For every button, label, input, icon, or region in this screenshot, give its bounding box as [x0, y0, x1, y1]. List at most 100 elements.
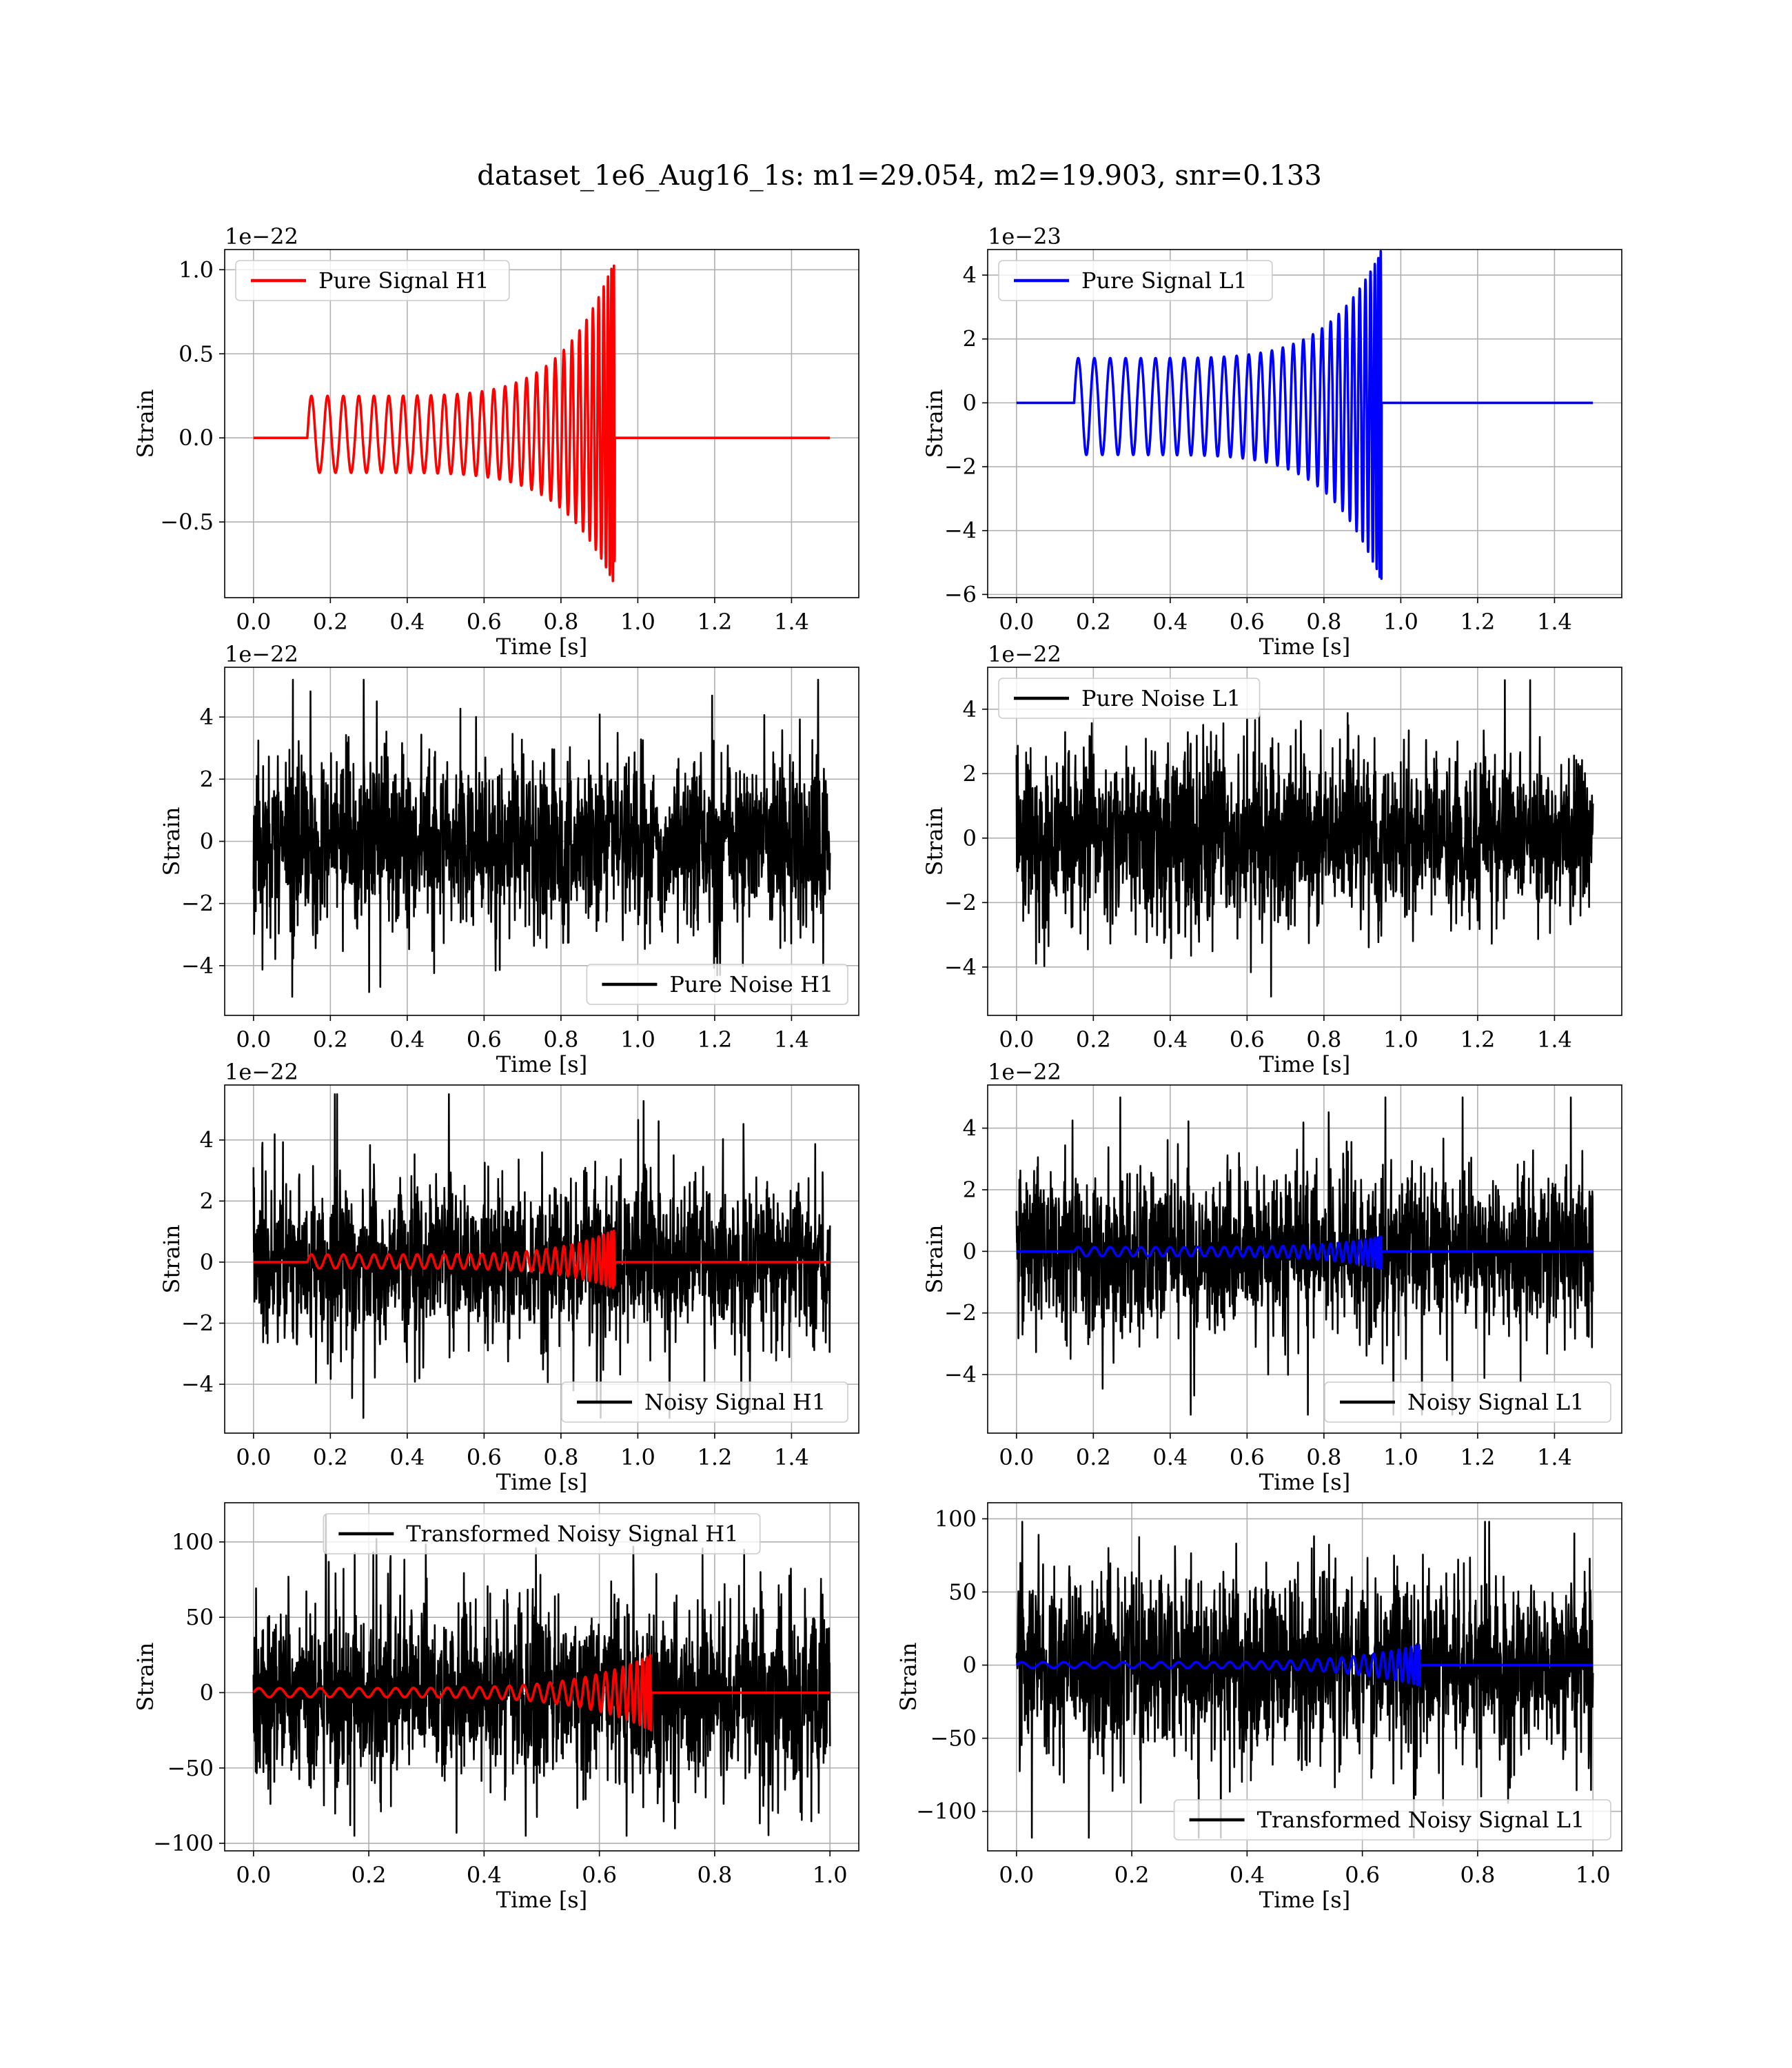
legend-box: [998, 678, 1261, 719]
legend-box: [998, 260, 1273, 301]
axes-frame: [987, 1084, 1622, 1434]
x-tick-label: 1.4: [774, 1026, 809, 1053]
x-tick-label: 0.4: [1230, 1862, 1265, 1888]
y-offset-text: 1e−22: [988, 641, 1061, 667]
x-tick-label: 0.0: [236, 1026, 271, 1053]
y-tick-label: 0: [200, 1679, 214, 1705]
axes-frame: [224, 249, 859, 598]
y-tick-label: −4: [944, 518, 977, 544]
x-tick-label: 1.0: [1383, 1026, 1418, 1053]
y-tick-label: −4: [181, 1371, 214, 1397]
x-tick-label: 1.4: [1537, 609, 1572, 635]
subplot-noisy-signal-h1: 0.0 0.2 0.4 0.6 0.8 1.0 1.2 1.4 −4 −2 0 2 4 Time [s] S…: [159, 1059, 859, 1495]
x-tick-label: 0.6: [467, 1026, 502, 1053]
legend-label: Transformed Noisy Signal L1: [1257, 1807, 1585, 1833]
y-tick-label: −2: [944, 1300, 977, 1326]
x-axis-label: Time [s]: [1259, 633, 1350, 660]
series-line-0: [1015, 1521, 1594, 1839]
y-axis-label: Strain: [922, 389, 948, 458]
legend-label: Pure Signal H1: [318, 267, 489, 294]
x-tick-label: 1.2: [1460, 1026, 1495, 1053]
x-tick-label: 0.4: [467, 1862, 502, 1888]
x-axis-label: Time [s]: [496, 1887, 587, 1913]
y-axis-label: Strain: [132, 1643, 159, 1712]
series-line-0: [1015, 1096, 1594, 1416]
legend-box: [586, 964, 848, 1005]
x-tick-label: 1.4: [774, 1444, 809, 1470]
x-tick-label: 1.0: [813, 1862, 848, 1888]
y-offset-text: 1e−22: [225, 1059, 298, 1085]
x-tick-label: 1.0: [620, 1026, 655, 1053]
x-tick-label: 1.0: [620, 609, 655, 635]
y-offset-text: 1e−22: [225, 641, 298, 667]
y-tick-label: −2: [944, 889, 977, 915]
y-tick-label: −50: [167, 1755, 214, 1781]
x-tick-label: 0.6: [1230, 609, 1265, 635]
x-tick-label: 0.2: [1076, 609, 1111, 635]
x-tick-label: 0.2: [352, 1862, 387, 1888]
x-tick-label: 0.8: [1460, 1862, 1495, 1888]
y-axis-label: Strain: [132, 389, 159, 458]
legend-box: [1324, 1381, 1611, 1423]
x-tick-label: 0.4: [1152, 1444, 1188, 1470]
y-tick-label: −50: [930, 1725, 977, 1752]
x-tick-label: 0.8: [543, 1026, 578, 1053]
plot-area: [1015, 679, 1594, 997]
axes-frame: [987, 667, 1622, 1016]
y-tick-label: 0: [963, 1652, 977, 1679]
subplot-transformed-noisy-signal-h1: 0.0 0.2 0.4 0.6 0.8 1.0 −100 −50 0 50 100 Time [s] S…: [132, 1502, 859, 1913]
legend-box: [235, 260, 510, 301]
x-tick-label: 0.6: [1345, 1862, 1380, 1888]
y-tick-label: −0.5: [160, 509, 214, 535]
y-tick-label: −4: [944, 1361, 977, 1388]
x-tick-label: 0.0: [999, 609, 1034, 635]
y-axis-label: Strain: [159, 807, 185, 876]
x-tick-label: 0.8: [543, 1444, 578, 1470]
x-tick-label: 0.6: [467, 1444, 502, 1470]
y-tick-label: 2: [963, 1177, 977, 1203]
x-tick-label: 0.8: [697, 1862, 732, 1888]
x-tick-label: 0.4: [389, 1444, 425, 1470]
y-tick-label: −2: [181, 1310, 214, 1337]
y-axis-label: Strain: [159, 1225, 185, 1294]
subplot-pure-noise-h1: 0.0 0.2 0.4 0.6 0.8 1.0 1.2 1.4 −4 −2 0 2 4 Time [s] S…: [159, 641, 859, 1077]
y-offset-text: 1e−22: [988, 1059, 1061, 1085]
axes-frame: [224, 1084, 859, 1434]
legend: Pure Noise L1: [998, 678, 1261, 719]
x-tick-label: 1.0: [1383, 1444, 1418, 1470]
y-tick-label: −100: [153, 1830, 214, 1856]
plot-area: [252, 1514, 831, 1837]
x-tick-label: 0.6: [582, 1862, 617, 1888]
subplot-grid: 0.0 0.2 0.4 0.6 0.8 1.0 1.2 1.4 −0.5 0.0 0.5 1.0 Tim…: [132, 223, 1622, 1913]
y-tick-label: 0: [200, 829, 214, 855]
x-tick-label: 1.0: [1383, 609, 1418, 635]
y-tick-label: 4: [200, 1127, 214, 1153]
legend: Pure Signal L1: [998, 260, 1273, 301]
y-tick-label: 0.0: [179, 425, 214, 451]
legend-label: Pure Signal L1: [1081, 267, 1248, 294]
series-line-0: [1015, 250, 1594, 580]
legend-label: Pure Noise H1: [669, 971, 833, 997]
x-axis-label: Time [s]: [1259, 1051, 1350, 1077]
x-tick-label: 0.2: [313, 1026, 348, 1053]
legend: Transformed Noisy Signal H1: [323, 1513, 761, 1554]
y-tick-label: 2: [200, 1188, 214, 1214]
x-tick-label: 0.6: [467, 609, 502, 635]
y-tick-label: 2: [963, 326, 977, 352]
y-tick-label: 50: [948, 1579, 977, 1605]
x-tick-label: 0.0: [236, 609, 271, 635]
x-tick-label: 1.4: [774, 609, 809, 635]
x-tick-label: 0.0: [236, 1444, 271, 1470]
series-line-0: [252, 678, 831, 998]
y-tick-label: −6: [944, 581, 977, 607]
y-tick-label: 0: [963, 825, 977, 851]
plot-area: [252, 678, 831, 998]
x-tick-label: 0.2: [313, 1444, 348, 1470]
x-tick-label: 1.2: [1460, 609, 1495, 635]
plot-area: [252, 1093, 831, 1419]
plot-area: [252, 264, 831, 582]
legend-label: Noisy Signal H1: [644, 1389, 826, 1415]
x-tick-label: 0.0: [999, 1026, 1034, 1053]
y-tick-label: 0.5: [179, 341, 214, 367]
